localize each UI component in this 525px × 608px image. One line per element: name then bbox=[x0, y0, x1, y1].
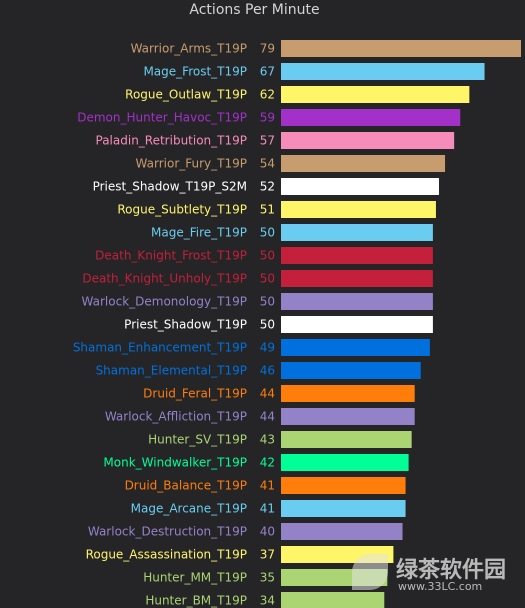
bar bbox=[281, 454, 409, 471]
category-label: Warrior_Fury_T19P bbox=[136, 157, 247, 171]
value-label: 41 bbox=[260, 479, 275, 493]
chart-title: Actions Per Minute bbox=[189, 2, 320, 18]
category-label: Hunter_SV_T19P bbox=[148, 433, 247, 447]
value-label: 52 bbox=[260, 180, 275, 194]
value-label: 35 bbox=[260, 571, 275, 585]
category-label: Warrior_Arms_T19P bbox=[131, 42, 247, 56]
bar bbox=[281, 316, 433, 333]
category-label: Rogue_Subtlety_T19P bbox=[117, 203, 247, 217]
bar bbox=[281, 592, 385, 608]
value-label: 40 bbox=[260, 525, 275, 539]
value-label: 59 bbox=[260, 111, 275, 125]
value-label: 43 bbox=[260, 433, 275, 447]
bar bbox=[281, 477, 406, 494]
category-label: Hunter_MM_T19P bbox=[143, 571, 247, 585]
value-label: 37 bbox=[260, 548, 275, 562]
category-label: Demon_Hunter_Havoc_T19P bbox=[77, 111, 247, 125]
bar bbox=[281, 40, 521, 57]
category-label: Warlock_Demonology_T19P bbox=[82, 295, 247, 309]
value-label: 54 bbox=[260, 157, 275, 171]
value-label: 67 bbox=[260, 65, 275, 79]
value-label: 57 bbox=[260, 134, 275, 148]
bar bbox=[281, 523, 403, 540]
value-label: 50 bbox=[260, 295, 275, 309]
bar bbox=[281, 201, 436, 218]
bar bbox=[281, 86, 470, 103]
category-label: Mage_Frost_T19P bbox=[143, 65, 247, 79]
bar bbox=[281, 178, 439, 195]
category-label: Priest_Shadow_T19P bbox=[124, 318, 247, 332]
category-label: Mage_Fire_T19P bbox=[151, 226, 247, 240]
value-label: 62 bbox=[260, 88, 275, 102]
value-label: 50 bbox=[260, 249, 275, 263]
value-label: 79 bbox=[260, 42, 275, 56]
category-label: Warlock_Affliction_T19P bbox=[105, 410, 247, 424]
bar bbox=[281, 109, 461, 126]
category-label: Mage_Arcane_T19P bbox=[131, 502, 247, 516]
bar bbox=[281, 362, 421, 379]
bar bbox=[281, 224, 433, 241]
value-label: 41 bbox=[260, 502, 275, 516]
category-label: Paladin_Retribution_T19P bbox=[96, 134, 248, 148]
category-label: Rogue_Outlaw_T19P bbox=[125, 88, 247, 102]
category-label: Shaman_Elemental_T19P bbox=[96, 364, 247, 378]
value-label: 50 bbox=[260, 318, 275, 332]
value-label: 51 bbox=[260, 203, 275, 217]
bar bbox=[281, 293, 433, 310]
category-label: Monk_Windwalker_T19P bbox=[103, 456, 247, 470]
bar bbox=[281, 546, 394, 563]
category-label: Death_Knight_Unholy_T19P bbox=[82, 272, 247, 286]
bar bbox=[281, 132, 455, 149]
bar bbox=[281, 408, 415, 425]
category-label: Druid_Balance_T19P bbox=[125, 479, 247, 493]
category-label: Druid_Feral_T19P bbox=[143, 387, 247, 401]
value-label: 42 bbox=[260, 456, 275, 470]
bar bbox=[281, 339, 430, 356]
value-label: 34 bbox=[260, 594, 275, 608]
category-label: Warlock_Destruction_T19P bbox=[88, 525, 247, 539]
bar bbox=[281, 270, 433, 287]
bar bbox=[281, 63, 485, 80]
category-label: Priest_Shadow_T19P_S2M bbox=[93, 180, 247, 194]
bar bbox=[281, 247, 433, 264]
value-label: 44 bbox=[260, 410, 275, 424]
category-label: Shaman_Enhancement_T19P bbox=[73, 341, 247, 355]
bar bbox=[281, 385, 415, 402]
bar bbox=[281, 431, 412, 448]
value-label: 50 bbox=[260, 272, 275, 286]
category-label: Rogue_Assassination_T19P bbox=[86, 548, 247, 562]
bar bbox=[281, 155, 446, 172]
bar bbox=[281, 500, 406, 517]
category-label: Death_Knight_Frost_T19P bbox=[95, 249, 247, 263]
value-label: 50 bbox=[260, 226, 275, 240]
category-label: Hunter_BM_T19P bbox=[145, 594, 247, 608]
bar bbox=[281, 569, 388, 586]
value-label: 46 bbox=[260, 364, 275, 378]
value-label: 44 bbox=[260, 387, 275, 401]
value-label: 49 bbox=[260, 341, 275, 355]
